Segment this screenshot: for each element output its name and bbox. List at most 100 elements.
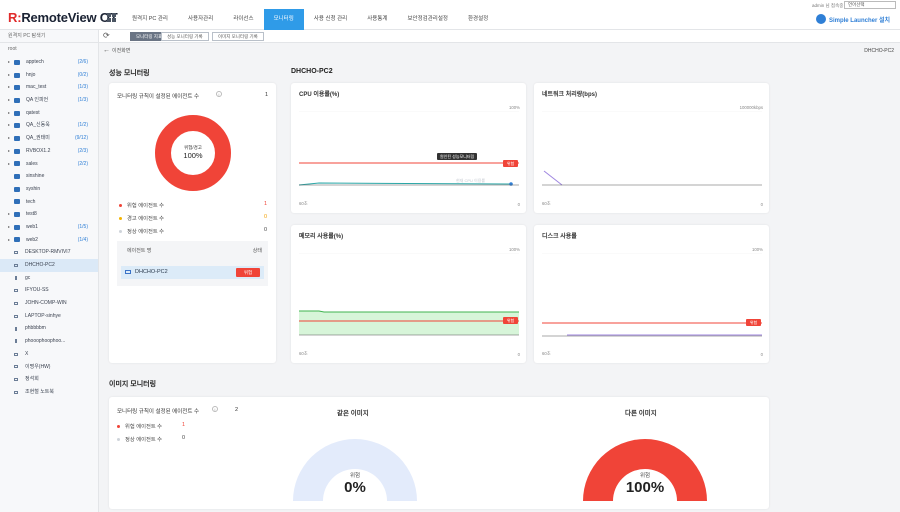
computer-icon: [14, 289, 18, 293]
monitor-icon: [125, 270, 131, 274]
legend-normal-label: 정상 에이전트 수: [127, 229, 165, 235]
tree-item[interactable]: JOHN-COMP-WIN: [0, 297, 98, 310]
nav-users[interactable]: 사용자관리: [188, 16, 214, 22]
chevron-right-icon[interactable]: ▸: [8, 160, 11, 166]
tab-image-log[interactable]: 이미지 모니터링 기록: [212, 32, 264, 41]
table-row[interactable]: DHCHO-PC2 위험: [121, 266, 264, 279]
chevron-right-icon[interactable]: ▸: [8, 147, 11, 153]
tree-item[interactable]: 조현철 노트북: [0, 386, 98, 399]
tree-item[interactable]: phbbbbm: [0, 322, 98, 335]
chevron-right-icon[interactable]: ▸: [8, 59, 11, 64]
nav-monitoring[interactable]: 모니터링: [263, 9, 304, 30]
tree-item-label: phooophoophoo...: [25, 338, 66, 345]
nav-remote-pc[interactable]: 원격지 PC 관리: [132, 16, 168, 22]
danger-donut: [155, 115, 231, 191]
chevron-right-icon[interactable]: ▸: [8, 135, 11, 141]
tree-item-label: hnjo: [26, 71, 36, 78]
perf-summary-card: 모니터링 규칙이 설정된 에이전트 수 i 1 위험/경고 100% 위험 에이…: [109, 83, 276, 363]
launcher-install-link[interactable]: Simple Launcher 설치: [815, 14, 890, 24]
disk-danger-tag: 위험: [746, 319, 761, 326]
grid-icon[interactable]: [107, 13, 116, 22]
tab-performance-log[interactable]: 성능 모니터링 기록: [161, 32, 209, 41]
tree-item[interactable]: ▸ QA 인피언 (1/3): [0, 94, 98, 107]
user-status[interactable]: admin 님 접속중 | 로그아웃 |: [812, 3, 866, 8]
tree-item[interactable]: ▸ QA_신동욱 (1/2): [0, 119, 98, 132]
cpu-x-start: 60초: [299, 201, 308, 206]
rule-agent-label: 모니터링 규칙이 설정된 에이전트 수: [117, 94, 200, 100]
chevron-right-icon[interactable]: ▸: [8, 84, 11, 90]
folder-icon: [14, 224, 20, 230]
computer-icon: [14, 390, 18, 394]
app-logo[interactable]: R:RemoteView OT: [8, 10, 118, 25]
refresh-icon[interactable]: ⟳: [103, 31, 110, 40]
diff-image-gauge: [583, 439, 707, 501]
tree-item[interactable]: 이명우(HW): [0, 361, 98, 374]
tree-item[interactable]: tech: [0, 196, 98, 209]
tree-item[interactable]: ▸ QA_권태미 (9/12): [0, 132, 98, 145]
language-select-value: 언어선택: [848, 2, 865, 7]
tree-item[interactable]: ▸ sales (2/2): [0, 158, 98, 171]
tree-item[interactable]: ▸ mac_test (1/3): [0, 81, 98, 94]
tree-item-count: (0/2): [77, 71, 88, 78]
tree-item[interactable]: ▸ test8: [0, 208, 98, 221]
tree-item-count: (1/3): [77, 97, 88, 104]
donut-value: 100%: [183, 151, 203, 160]
cpu-plot: [299, 111, 519, 186]
chevron-right-icon[interactable]: ▸: [8, 211, 11, 217]
cpu-tooltip: 원인된 성능모니터링: [437, 153, 478, 160]
cpu-faint-label: 현재 CPU 이용률: [456, 178, 486, 183]
folder-icon: [14, 97, 20, 103]
nav-license[interactable]: 라이선스: [233, 16, 254, 22]
tree-item[interactable]: sinshine: [0, 170, 98, 183]
chevron-right-icon[interactable]: ▸: [8, 223, 11, 229]
nav-stats[interactable]: 사용통계: [367, 16, 388, 22]
logo-mark: R:: [8, 10, 22, 25]
tree-item[interactable]: syshin: [0, 183, 98, 196]
chevron-right-icon[interactable]: ▸: [8, 71, 11, 77]
same-image-gauge: [293, 439, 417, 501]
nav-security[interactable]: 보안정검관리설정: [407, 16, 448, 22]
tree-item[interactable]: ▸ RVBOX1.2 (2/3): [0, 145, 98, 158]
tree-item[interactable]: X: [0, 348, 98, 361]
tree-item[interactable]: ▸ apptech (2/6): [0, 56, 98, 69]
back-link[interactable]: ← 이전화면: [103, 47, 130, 54]
tree-item[interactable]: ▸ hnjo (0/2): [0, 69, 98, 82]
toolbar: ⟳ 모니터링 지표 성능 모니터링 기록 이미지 모니터링 기록: [99, 30, 900, 43]
image-rule-label: 모니터링 규칙이 설정된 에이전트 수: [117, 409, 200, 415]
computer-icon: [14, 352, 18, 356]
nav-request[interactable]: 사용 신청 관리: [313, 16, 348, 22]
diff-gauge-value: 100%: [625, 479, 665, 496]
tree-item[interactable]: gc: [0, 272, 98, 285]
tree-item[interactable]: ▸ web2 (1/4): [0, 234, 98, 247]
chevron-right-icon[interactable]: ▸: [8, 236, 11, 242]
tree-item[interactable]: ▸ qatest: [0, 107, 98, 120]
chevron-right-icon[interactable]: ▸: [8, 97, 11, 103]
tree-item-label: web1: [26, 223, 38, 230]
info-icon[interactable]: i: [216, 91, 222, 97]
image-monitor-card: 모니터링 규칙이 설정된 에이전트 수 i 2 위험 에이전트 수 1 정상 에…: [109, 397, 769, 509]
tree-root[interactable]: root: [8, 46, 17, 52]
folder-icon: [14, 72, 20, 78]
language-select[interactable]: 언어선택: [844, 1, 896, 9]
folder-icon: [14, 123, 20, 129]
computer-icon: [15, 339, 17, 344]
danger-dot: [119, 203, 122, 207]
folder-icon: [14, 174, 20, 180]
tree-item[interactable]: DHCHO-PC2: [0, 259, 98, 272]
info-icon[interactable]: i: [212, 406, 218, 412]
tree-item[interactable]: IFYOU-SS: [0, 284, 98, 297]
nav-settings[interactable]: 환경설정: [467, 16, 489, 22]
disk-x-start: 60초: [542, 351, 551, 356]
tree-item-label: RVBOX1.2: [26, 147, 51, 154]
tree-item-label: JOHN-COMP-WIN: [25, 300, 67, 307]
chevron-right-icon[interactable]: ▸: [8, 122, 11, 128]
tree-item[interactable]: phooophoophoo...: [0, 335, 98, 348]
tree-item[interactable]: 정석희: [0, 373, 98, 386]
tree-item-label: LAPTOP-sinhye: [25, 312, 61, 319]
tree-item[interactable]: ▸ web1 (1/5): [0, 221, 98, 234]
chevron-right-icon[interactable]: ▸: [8, 109, 11, 115]
folder-icon: [14, 199, 20, 205]
tree-item[interactable]: DESKTOP-RMVIVI7: [0, 246, 98, 259]
computer-icon: [14, 314, 18, 318]
tree-item[interactable]: LAPTOP-sinhye: [0, 310, 98, 323]
